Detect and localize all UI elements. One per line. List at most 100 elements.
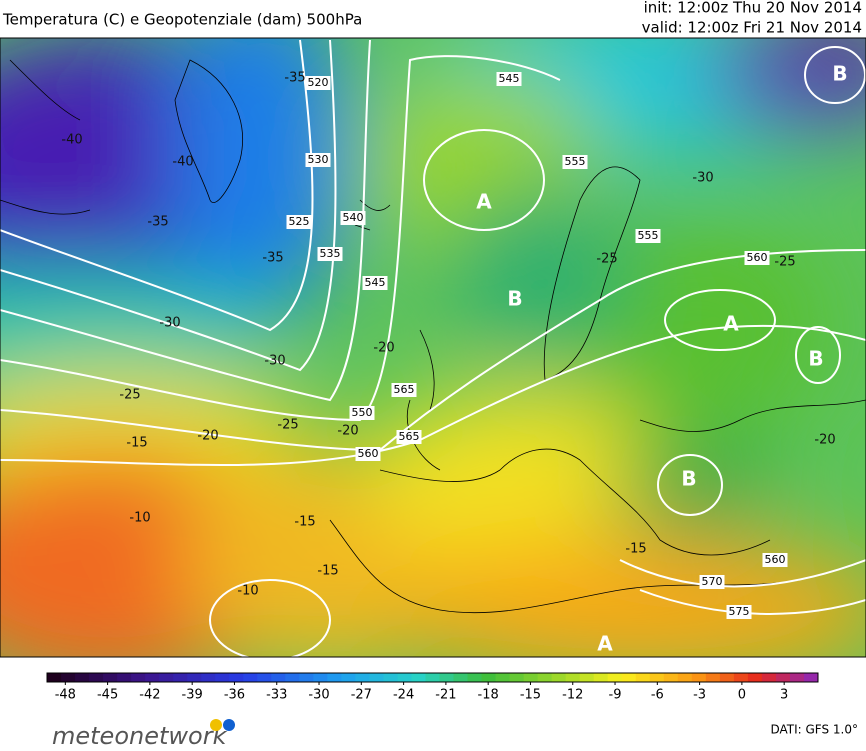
colorbar-swatch (313, 673, 328, 682)
logo: meteonetwork (52, 722, 228, 747)
pressure-center: B (808, 347, 823, 371)
label-box (305, 153, 331, 167)
colorbar-swatch (383, 673, 398, 682)
colorbar-tick-label: -15 (520, 688, 541, 703)
title: Temperatura (C) e Geopotenziale (dam) 50… (2, 11, 362, 29)
temperature-label: -15 (294, 515, 315, 530)
colorbar-swatch (299, 673, 314, 682)
colorbar-swatch (523, 673, 539, 682)
colorbar-swatch (649, 673, 665, 682)
label-box (355, 447, 381, 461)
colorbar-swatch (89, 673, 104, 682)
colorbar-swatch (509, 673, 525, 682)
geopotential-label: 565 (394, 383, 415, 396)
colorbar-swatch (229, 673, 244, 682)
label-box (349, 406, 375, 420)
temperature-label: -40 (172, 155, 193, 170)
temperature-label: -15 (625, 542, 646, 557)
label-box (286, 215, 312, 229)
colorbar-swatch (537, 673, 553, 682)
colorbar-swatch (481, 673, 497, 682)
colorbar-swatch (341, 673, 356, 682)
colorbar-swatch (131, 673, 146, 682)
label-box (699, 575, 725, 589)
geopotential-label: 570 (702, 575, 723, 588)
colorbar-tick-label: -18 (478, 688, 499, 703)
label-box (362, 276, 388, 290)
colorbar-swatch (803, 673, 819, 682)
colorbar-swatch (565, 673, 581, 682)
colorbar-swatch (75, 673, 90, 682)
pressure-center: A (723, 312, 739, 336)
colorbar-swatch (761, 673, 777, 682)
geopotential-label: 575 (729, 605, 750, 618)
label-box (396, 430, 422, 444)
logo-dot (223, 719, 235, 731)
label-box (726, 605, 752, 619)
colorbar-tick-label: -45 (97, 688, 118, 703)
colorbar-swatch (355, 673, 370, 682)
colorbar-swatch (439, 673, 455, 682)
temperature-label: -20 (197, 429, 218, 444)
temperature-label: -30 (159, 316, 180, 331)
label-box (496, 72, 522, 86)
colorbar-swatch (117, 673, 132, 682)
colorbar-swatch (621, 673, 637, 682)
colorbar-frame (46, 672, 819, 683)
colorbar-swatch (705, 673, 721, 682)
colorbar-tick-label: -12 (562, 688, 583, 703)
colorbar-swatch (285, 673, 300, 682)
colorbar-tick-label: -39 (182, 688, 203, 703)
temperature-label: -35 (262, 251, 283, 266)
temperature-label: -15 (126, 436, 147, 451)
temperature-label: -25 (277, 418, 298, 433)
geopotential-label: 535 (320, 247, 341, 260)
temperature-label: -25 (119, 388, 140, 403)
colorbar-swatch (789, 673, 805, 682)
colorbar-swatch (145, 673, 160, 682)
colorbar-swatch (61, 673, 76, 682)
geopotential-label: 540 (343, 211, 364, 224)
temperature-label: -30 (264, 354, 285, 369)
colorbar-swatch (593, 673, 609, 682)
temperature-label: -20 (373, 341, 394, 356)
data-source: DATI: GFS 1.0° (770, 723, 858, 737)
temperature-label: -35 (147, 215, 168, 230)
colorbar-swatch (47, 673, 62, 682)
geopotential-label: 565 (399, 430, 420, 443)
colorbar-tick-label: -36 (224, 688, 245, 703)
colorbar-swatch (271, 673, 286, 682)
geopotential-label: 545 (365, 276, 386, 289)
geopotential-label: 555 (565, 155, 586, 168)
temperature-label: -25 (774, 255, 795, 270)
temperature-label: -10 (237, 584, 258, 599)
label-box (635, 229, 661, 243)
temperature-label: -25 (596, 252, 617, 267)
colorbar-swatch (691, 673, 707, 682)
colorbar-swatch (243, 673, 258, 682)
init-time: init: 12:00z Thu 20 Nov 2014 (644, 0, 862, 17)
colorbar-tick-label: 3 (780, 688, 788, 703)
colorbar-swatch (453, 673, 469, 682)
colorbar-swatch (173, 673, 188, 682)
label-box (305, 76, 331, 90)
colorbar-swatch (733, 673, 749, 682)
map-frame (0, 37, 866, 658)
colorbar-swatch (677, 673, 693, 682)
temperature-label: -30 (692, 171, 713, 186)
temperature-label: -35 (284, 71, 305, 86)
colorbar-swatch (719, 673, 735, 682)
colorbar-tick-label: -30 (308, 688, 329, 703)
colorbar-swatch (551, 673, 567, 682)
geopotential-label: 530 (308, 153, 329, 166)
map-labels: B A B A B B A 520 530 525 535 540 545 545 555 560 550 560… (61, 62, 847, 656)
label-box (391, 383, 417, 397)
temperature-label: -40 (61, 133, 82, 148)
pressure-center: A (597, 632, 613, 656)
geopotential-label: 560 (747, 251, 768, 264)
colorbar-swatch (607, 673, 623, 682)
pressure-center: B (507, 287, 522, 311)
geopotential-contours (0, 39, 866, 657)
geopotential-label: 525 (289, 215, 310, 228)
